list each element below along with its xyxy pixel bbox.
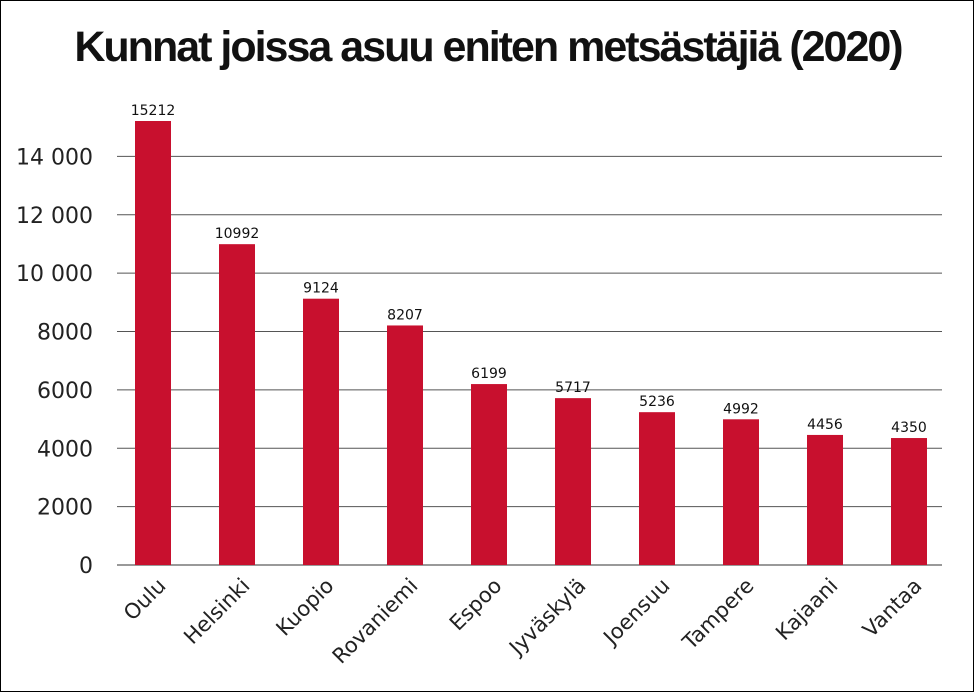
- bar: [135, 121, 171, 565]
- x-tick-label: Oulu: [119, 574, 171, 626]
- data-label: 4350: [891, 420, 927, 436]
- bar: [387, 325, 423, 565]
- y-tick-label: 8000: [37, 321, 93, 346]
- data-label: 5236: [639, 394, 675, 410]
- x-tick-label: Espoo: [445, 574, 507, 636]
- bar: [639, 412, 675, 565]
- data-labels: 15212 10992 9124 8207 6199 5717 5236 4992 4456 43…: [131, 103, 927, 436]
- x-tick-label: Jyväskylä: [503, 574, 590, 661]
- y-tick-label: 0: [79, 554, 93, 579]
- y-axis: 0 2000 4000 6000 8000 10 000 12 000 14 000: [16, 145, 93, 579]
- data-label: 8207: [387, 307, 423, 323]
- x-tick-label: Helsinki: [179, 574, 254, 649]
- data-label: 4456: [807, 417, 843, 433]
- y-tick-label: 10 000: [16, 262, 93, 287]
- bar: [219, 244, 255, 565]
- bar: [555, 398, 591, 565]
- data-label: 15212: [131, 103, 176, 119]
- bars: [135, 121, 927, 565]
- y-tick-label: 4000: [37, 437, 93, 462]
- x-tick-label: Kuopio: [271, 574, 338, 641]
- bar: [303, 298, 339, 565]
- bar: [807, 434, 843, 565]
- y-tick-label: 14 000: [16, 145, 93, 170]
- x-tick-label: Kajaani: [771, 574, 842, 645]
- data-label: 6199: [471, 366, 507, 382]
- bar: [471, 384, 507, 565]
- data-label: 4992: [723, 401, 759, 417]
- y-tick-label: 2000: [37, 496, 93, 521]
- bar: [891, 438, 927, 565]
- data-label: 10992: [215, 226, 260, 242]
- x-tick-label: Vantaa: [858, 574, 927, 643]
- x-tick-label: Tampere: [677, 574, 758, 655]
- data-label: 5717: [555, 380, 591, 396]
- bar: [723, 419, 759, 565]
- x-tick-label: Joensuu: [598, 574, 675, 651]
- data-label: 9124: [303, 281, 339, 297]
- y-tick-label: 12 000: [16, 204, 93, 229]
- x-tick-label: Rovaniemi: [328, 574, 423, 669]
- chart-title: Kunnat joissa asuu eniten metsästäjiä (2…: [74, 23, 903, 71]
- y-tick-label: 6000: [37, 379, 93, 404]
